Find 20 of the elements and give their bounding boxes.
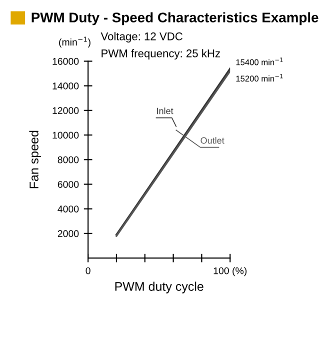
chart-title: PWM Duty - Speed Characteristics Example	[32, 12, 318, 26]
y-tick-label: 4000	[58, 206, 79, 212]
text: Inlet	[157, 108, 174, 114]
text: Voltage: 12 VDC	[100, 32, 182, 42]
x-tick-label: 0	[86, 267, 90, 274]
y-tick-label: 16000	[52, 58, 79, 65]
y-tick-label: 14000	[52, 82, 79, 90]
y-tick-label: 2000	[58, 230, 79, 238]
series-label: Outlet	[200, 137, 224, 144]
y-tick-label: 6000	[58, 180, 79, 188]
text: (min$^{−1}$)	[59, 36, 90, 48]
annotation: 15200 min$^{−1}$	[236, 74, 283, 82]
x-tick-label: 100 (%)	[214, 267, 247, 276]
y-tick-label: 10000	[52, 132, 79, 139]
text: PWM frequency: 25 kHz	[102, 49, 220, 60]
y-axis-title: Fan speed	[29, 130, 41, 188]
y-tick-label: 8000	[58, 156, 79, 164]
annotation: 15400 min$^{−1}$	[236, 58, 283, 66]
x-axis-title: PWM duty cycle	[115, 282, 204, 294]
y-tick-label: 12000	[52, 107, 79, 114]
